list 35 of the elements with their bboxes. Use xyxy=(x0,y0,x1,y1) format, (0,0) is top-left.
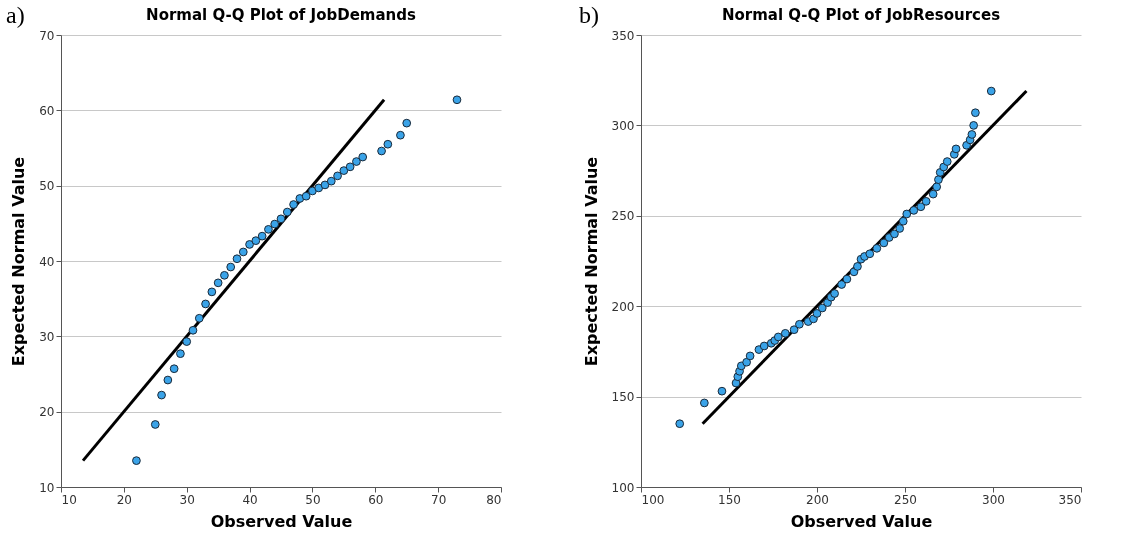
y-tick-label: 300 xyxy=(611,118,635,133)
x-tick-label: 20 xyxy=(116,492,132,507)
y-tick-label: 250 xyxy=(611,209,635,224)
x-tick-label: 150 xyxy=(718,492,741,507)
x-tick-label: 50 xyxy=(305,492,321,507)
y-tick-label: 30 xyxy=(39,329,55,344)
chart-title: Normal Q-Q Plot of JobResources xyxy=(721,6,1001,24)
x-axis-title: Observed Value xyxy=(790,511,933,531)
y-axis-title: Expected Normal Value xyxy=(9,156,29,367)
x-axis-title: Observed Value xyxy=(210,511,353,531)
y-tick-label: 100 xyxy=(611,480,635,495)
chart-title: Normal Q-Q Plot of JobDemands xyxy=(146,6,416,24)
y-axis-title: Expected Normal Value xyxy=(581,156,601,367)
x-tick-label: 60 xyxy=(368,492,384,507)
text: a) xyxy=(6,2,25,29)
x-tick-label: 30 xyxy=(179,492,195,507)
x-tick-label: 350 xyxy=(1058,492,1082,507)
x-tick-label: 100 xyxy=(641,492,665,507)
text: b) xyxy=(579,2,599,29)
x-tick-label: 200 xyxy=(806,492,829,507)
y-tick-label: 40 xyxy=(39,254,55,269)
y-tick-label: 50 xyxy=(39,179,55,194)
y-tick-label: 60 xyxy=(39,103,55,118)
y-tick-label: 150 xyxy=(611,390,635,405)
x-tick-label: 10 xyxy=(61,492,77,507)
y-tick-label: 200 xyxy=(611,299,635,314)
y-tick-label: 350 xyxy=(611,28,635,43)
x-tick-label: 250 xyxy=(894,492,917,507)
x-tick-label: 80 xyxy=(486,492,502,507)
y-tick-label: 10 xyxy=(39,480,55,495)
y-tick-label: 70 xyxy=(39,28,55,43)
x-tick-label: 70 xyxy=(431,492,447,507)
x-tick-label: 40 xyxy=(242,492,258,507)
y-tick-label: 20 xyxy=(39,405,55,420)
x-tick-label: 300 xyxy=(982,492,1005,507)
